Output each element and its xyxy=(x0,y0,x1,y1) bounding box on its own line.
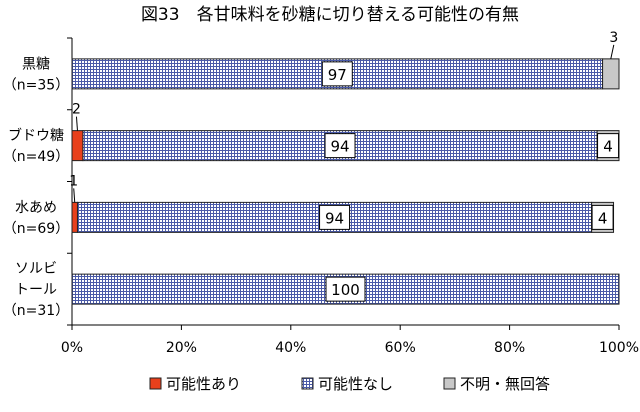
x-tick-label: 0% xyxy=(61,340,83,356)
x-tick-label: 80% xyxy=(494,340,525,356)
plot-area: 0% 20% 40% 60% 80% 100% 黒糖 （n=35） ブドウ糖 （n=49） 水あめ （… xyxy=(3,30,639,356)
category-label: ソルビ xyxy=(15,261,57,277)
category-label: トール xyxy=(15,282,57,298)
bar-segment xyxy=(71,130,84,162)
bar-segment xyxy=(71,201,78,233)
legend-label: 可能性あり xyxy=(166,375,241,393)
data-label-leader xyxy=(73,188,76,203)
data-label: 4 xyxy=(598,209,608,227)
legend-label: 可能性なし xyxy=(318,375,393,393)
data-label-box xyxy=(324,133,356,159)
data-label-leader xyxy=(610,44,615,59)
legend-label: 不明・無回答 xyxy=(460,375,550,393)
data-label-box xyxy=(597,133,620,159)
data-label: 94 xyxy=(330,138,349,156)
x-tick-label: 20% xyxy=(166,340,197,356)
data-label: 4 xyxy=(603,138,613,156)
chart-legend: 可能性あり 可能性なし 不明・無回答 xyxy=(149,375,550,393)
data-label: 1 xyxy=(69,173,78,189)
data-label: 94 xyxy=(325,209,344,227)
category-label: 水あめ xyxy=(15,200,57,216)
data-label-box xyxy=(325,276,366,302)
data-label: 2 xyxy=(72,102,81,118)
legend-swatch xyxy=(149,377,162,390)
chart-title: 図33 各甘味料を砂糖に切り替える可能性の有無 xyxy=(141,5,519,25)
x-tick-label: 100% xyxy=(599,340,639,356)
data-label: 97 xyxy=(328,66,347,84)
data-label: 100 xyxy=(331,281,360,299)
category-label: （n=69） xyxy=(3,221,69,237)
category-label: 黒糖 xyxy=(22,56,50,72)
category-label: ブドウ糖 xyxy=(8,127,64,144)
legend-swatch xyxy=(301,377,314,390)
bar-segment xyxy=(602,58,620,90)
legend-swatch xyxy=(443,377,456,390)
category-label: （n=31） xyxy=(3,303,69,319)
data-label-leader xyxy=(75,116,78,131)
category-label: （n=49） xyxy=(3,149,69,165)
x-tick-label: 40% xyxy=(275,340,306,356)
data-label-box xyxy=(591,204,614,230)
data-label-box xyxy=(321,61,353,87)
x-tick-label: 60% xyxy=(385,340,416,356)
category-label: （n=35） xyxy=(3,77,69,93)
data-label: 3 xyxy=(609,30,618,46)
data-label-box xyxy=(319,204,351,230)
